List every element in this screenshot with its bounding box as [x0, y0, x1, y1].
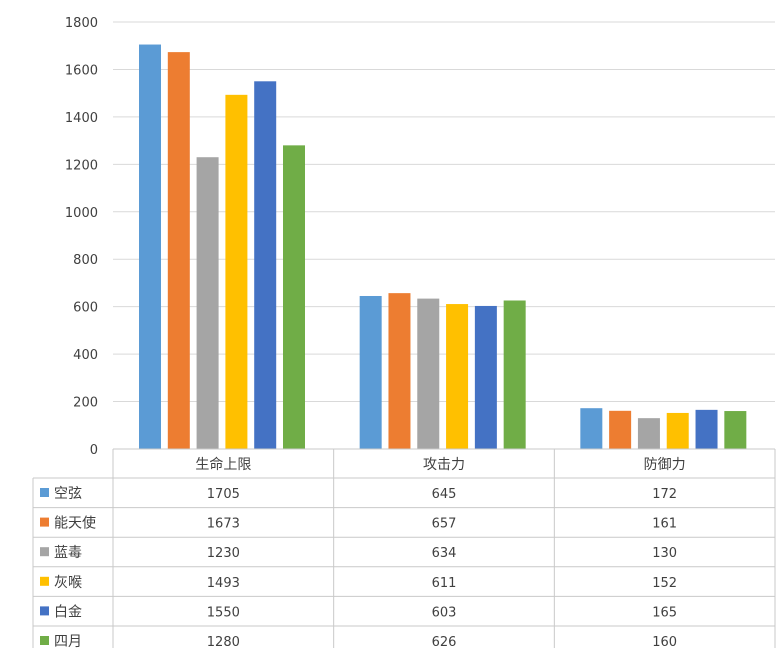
bar [196, 157, 219, 449]
data-label: 1230 [207, 546, 240, 561]
bar [637, 418, 660, 449]
data-label: 160 [652, 635, 677, 648]
y-tick-label: 1200 [65, 158, 98, 173]
legend-label: 能天使 [54, 515, 96, 532]
bar [503, 300, 526, 449]
data-label: 172 [652, 487, 677, 502]
bar [388, 293, 411, 449]
data-label: 645 [432, 487, 457, 502]
legend-label: 灰喉 [54, 575, 82, 591]
legend-swatch [40, 606, 49, 616]
data-label: 626 [432, 635, 457, 648]
y-tick-label: 1600 [65, 63, 98, 78]
bars [139, 44, 747, 450]
y-axis: 0 200 400 600 800 1000 1200 1400 1600 1800 [65, 16, 98, 458]
y-tick-label: 800 [73, 253, 98, 268]
data-label: 1550 [207, 605, 240, 620]
legend-swatch [40, 488, 49, 497]
data-label: 152 [652, 576, 677, 591]
data-label: 657 [432, 517, 457, 532]
data-label: 1280 [207, 635, 240, 648]
legend-label: 空弦 [54, 486, 82, 502]
y-tick-label: 400 [73, 348, 98, 363]
bar [724, 411, 747, 449]
data-label: 1493 [207, 576, 240, 591]
y-tick-label: 1400 [65, 111, 98, 126]
data-label: 130 [652, 546, 677, 561]
data-label: 611 [432, 576, 457, 591]
category-label: 攻击力 [423, 457, 465, 473]
bar [580, 408, 603, 449]
data-label: 603 [432, 605, 457, 620]
legend-swatch [40, 636, 49, 645]
data-label: 1705 [207, 487, 240, 502]
data-label: 1673 [207, 517, 240, 532]
category-label: 防御力 [644, 457, 686, 473]
y-tick-label: 600 [73, 301, 98, 316]
legend-label: 四月 [54, 634, 82, 648]
y-tick-label: 1000 [65, 206, 98, 221]
bar [225, 94, 248, 450]
data-label: 165 [652, 605, 677, 620]
y-tick-label: 0 [90, 443, 98, 458]
data-label: 161 [652, 517, 677, 532]
bar [167, 52, 190, 449]
bar [254, 81, 277, 450]
bar [446, 304, 469, 449]
bar [139, 44, 161, 450]
legend-label: 白金 [54, 604, 82, 620]
gridlines [113, 21, 775, 450]
bar [359, 295, 382, 449]
bar [283, 145, 305, 449]
y-tick-label: 200 [73, 396, 98, 411]
bar [666, 412, 689, 449]
bar [609, 410, 632, 449]
bar [474, 305, 497, 449]
y-tick-label: 1800 [65, 16, 98, 31]
legend-swatch [40, 517, 49, 527]
category-label: 生命上限 [195, 456, 251, 473]
bar [695, 409, 718, 449]
bar [417, 298, 440, 449]
legend-swatch [40, 547, 49, 557]
legend-label: 蓝毒 [54, 545, 82, 561]
data-label: 634 [432, 546, 457, 561]
legend-swatch [40, 576, 49, 586]
